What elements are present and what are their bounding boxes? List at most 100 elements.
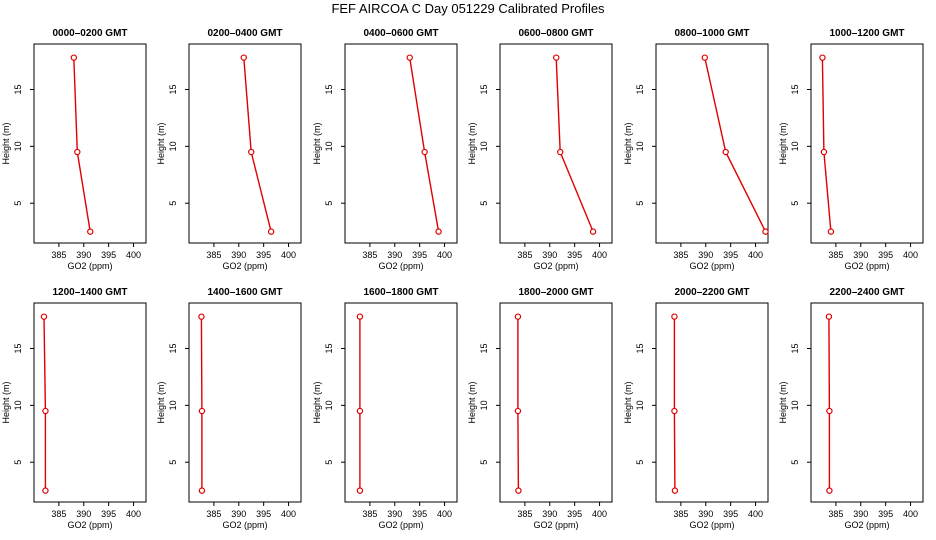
profile-line [200, 316, 203, 491]
x-tick-label: 400 [281, 509, 296, 519]
x-tick-label: 400 [126, 509, 141, 519]
x-tick-label: 395 [412, 250, 427, 260]
panel-title: 1600–1800 GMT [363, 287, 438, 298]
x-tick-label: 385 [828, 509, 843, 519]
y-tick-label: 5 [324, 201, 334, 206]
profile-line [821, 57, 832, 232]
panel-3: 0400–0600 GMT 385 390 395 400 5 10 15 GO2 (ppm) H… [312, 28, 458, 271]
x-tick-label: 390 [76, 509, 91, 519]
x-axis-label: GO2 (ppm) [844, 261, 889, 271]
plot-frame [655, 302, 769, 503]
x-axis-label: GO2 (ppm) [67, 520, 112, 530]
profile-line [673, 316, 676, 491]
plot-frame [344, 302, 458, 503]
x-tick-label: 385 [673, 250, 688, 260]
data-point [819, 54, 826, 61]
data-point [827, 228, 835, 235]
x-tick-label: 385 [517, 509, 532, 519]
x-tick-label: 385 [51, 250, 66, 260]
x-tick-label: 385 [362, 509, 377, 519]
x-axis-label: GO2 (ppm) [222, 261, 267, 271]
x-tick-label: 395 [878, 250, 893, 260]
panel-10: 1800–2000 GMT 385 390 395 400 5 10 15 GO2 (ppm) H… [467, 287, 613, 530]
y-tick-label: 15 [635, 84, 645, 94]
x-tick-label: 385 [362, 250, 377, 260]
x-tick-label: 390 [698, 509, 713, 519]
x-tick-label: 400 [126, 250, 141, 260]
x-axis-label: GO2 (ppm) [844, 520, 889, 530]
data-point [557, 148, 564, 156]
x-axis-label: GO2 (ppm) [533, 520, 578, 530]
x-tick-label: 395 [878, 509, 893, 519]
y-tick-label: 10 [324, 400, 334, 410]
y-tick-label: 10 [324, 141, 334, 151]
data-point [762, 228, 769, 235]
data-point [40, 313, 48, 320]
y-axis-label: Height (m) [467, 122, 477, 164]
y-axis-label: Height (m) [778, 122, 788, 164]
y-tick-label: 15 [479, 84, 489, 94]
panel-title: 1200–1400 GMT [52, 287, 127, 298]
panel-title: 0600–0800 GMT [518, 28, 593, 39]
x-tick-label: 385 [51, 509, 66, 519]
y-axis-label: Height (m) [623, 381, 633, 423]
y-tick-label: 10 [635, 400, 645, 410]
x-tick-label: 390 [76, 250, 91, 260]
plot-frame [33, 43, 147, 244]
data-point [589, 228, 597, 235]
x-tick-label: 400 [437, 509, 452, 519]
x-tick-label: 395 [101, 509, 116, 519]
y-tick-label: 15 [790, 343, 800, 353]
y-tick-label: 10 [13, 400, 23, 410]
x-tick-label: 390 [542, 250, 557, 260]
data-point [42, 407, 49, 415]
y-tick-label: 15 [13, 84, 23, 94]
data-point [671, 407, 678, 415]
data-point [825, 313, 833, 320]
x-tick-label: 400 [903, 250, 918, 260]
x-tick-label: 400 [437, 250, 452, 260]
x-tick-label: 390 [387, 509, 402, 519]
x-tick-label: 390 [542, 509, 557, 519]
panel-title: 0400–0600 GMT [363, 28, 438, 39]
data-point [87, 228, 94, 235]
y-tick-label: 15 [324, 343, 334, 353]
panel-11: 2000–2200 GMT 385 390 395 400 5 10 15 GO2 (ppm) H… [623, 287, 769, 530]
panel-title: 1800–2000 GMT [518, 287, 593, 298]
y-tick-label: 10 [479, 400, 489, 410]
plot-frame [499, 43, 613, 244]
panel-9: 1600–1800 GMT 385 390 395 400 5 10 15 GO2 (ppm) H… [312, 287, 458, 530]
y-tick-label: 5 [13, 201, 23, 206]
data-point [515, 487, 522, 494]
profile-line [704, 57, 767, 232]
y-tick-label: 5 [790, 460, 800, 465]
y-tick-label: 15 [324, 84, 334, 94]
data-point [356, 313, 364, 320]
data-point [42, 487, 49, 494]
y-tick-label: 15 [790, 84, 800, 94]
y-tick-label: 15 [635, 343, 645, 353]
data-point [198, 313, 205, 320]
data-point [74, 148, 81, 156]
profile-line [517, 316, 520, 491]
y-axis-label: Height (m) [312, 122, 322, 164]
profile-line [555, 57, 594, 232]
x-tick-label: 400 [281, 250, 296, 260]
y-tick-label: 10 [790, 141, 800, 151]
data-point [248, 148, 255, 156]
data-point [514, 313, 522, 320]
x-tick-label: 390 [231, 250, 246, 260]
x-axis-label: GO2 (ppm) [689, 520, 734, 530]
y-tick-label: 15 [168, 343, 178, 353]
x-tick-label: 400 [592, 509, 607, 519]
data-point [671, 313, 678, 320]
data-point [553, 54, 560, 61]
x-tick-label: 395 [723, 250, 738, 260]
panel-title: 2200–2400 GMT [829, 287, 904, 298]
data-point [820, 148, 828, 156]
data-point [514, 407, 522, 415]
x-axis-label: GO2 (ppm) [67, 261, 112, 271]
plot-frame [33, 302, 147, 503]
x-axis-label: GO2 (ppm) [222, 520, 267, 530]
